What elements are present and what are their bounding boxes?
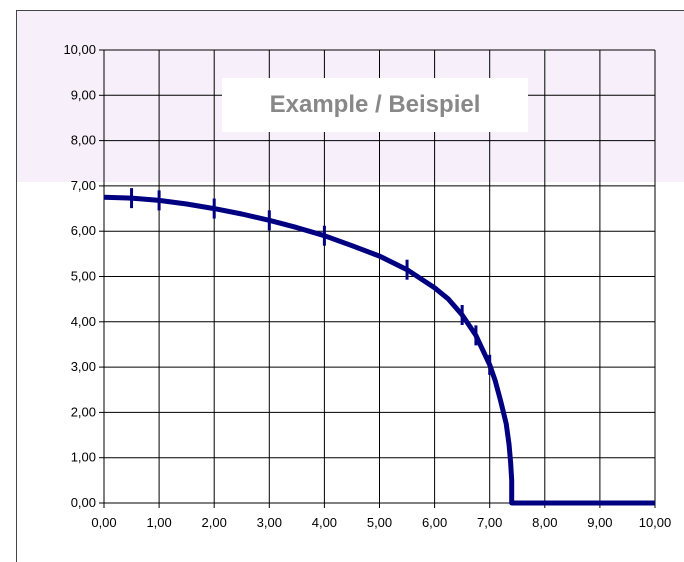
x-tick-label: 3,00: [257, 515, 282, 530]
x-tick-label: 6,00: [422, 515, 447, 530]
y-tick-label: 10,00: [63, 42, 96, 57]
chart-area-border: [16, 10, 684, 562]
y-tick-label: 6,00: [71, 223, 96, 238]
chart-title-box: [222, 78, 528, 132]
x-tick-label: 2,00: [202, 515, 227, 530]
x-tick-label: 10,00: [639, 515, 672, 530]
y-tick-label: 5,00: [71, 269, 96, 284]
x-tick-label: 7,00: [477, 515, 502, 530]
y-tick-label: 8,00: [71, 133, 96, 148]
x-tick-label: 0,00: [91, 515, 116, 530]
y-tick-label: 9,00: [71, 87, 96, 102]
y-tick-label: 1,00: [71, 450, 96, 465]
y-tick-label: 2,00: [71, 404, 96, 419]
x-tick-label: 9,00: [587, 515, 612, 530]
y-tick-label: 0,00: [71, 495, 96, 510]
x-tick-label: 8,00: [532, 515, 557, 530]
y-tick-label: 3,00: [71, 359, 96, 374]
y-tick-label: 4,00: [71, 314, 96, 329]
x-tick-label: 1,00: [146, 515, 171, 530]
x-tick-label: 5,00: [367, 515, 392, 530]
x-tick-label: 4,00: [312, 515, 337, 530]
chart-title: Example / Beispiel: [269, 91, 481, 118]
y-tick-label: 7,00: [71, 178, 96, 193]
